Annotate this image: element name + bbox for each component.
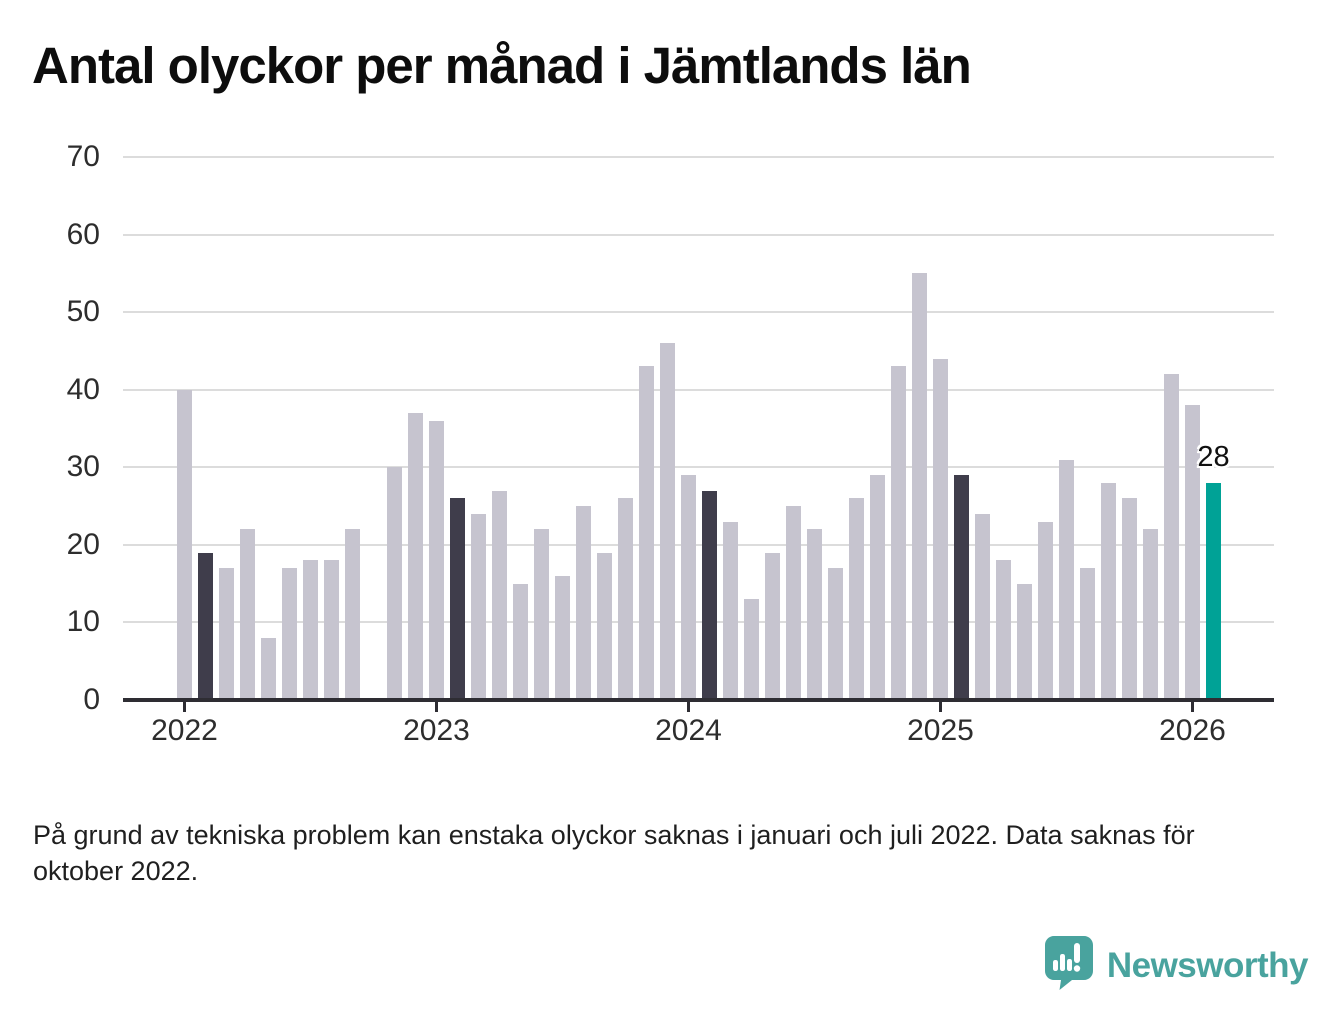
y-axis-label-30: 30 (66, 450, 100, 484)
x-axis-label-2023: 2023 (403, 714, 470, 747)
bar-2025-09 (1101, 482, 1116, 700)
bar-2023-09 (597, 552, 612, 700)
x-axis-tick-2023 (435, 700, 438, 712)
bar-2022-01 (177, 389, 192, 700)
bar-2025-05 (1017, 583, 1032, 700)
bar-2024-04 (744, 599, 759, 700)
x-axis-tick-2025 (939, 700, 942, 712)
bar-2025-10 (1122, 498, 1137, 700)
bar-2022-04 (240, 529, 255, 700)
gridline-50 (123, 311, 1274, 314)
bar-2023-06 (534, 529, 549, 700)
bar-2023-11 (639, 366, 654, 700)
bar-2023-02 (450, 498, 465, 700)
x-axis-label-2024: 2024 (655, 714, 722, 747)
x-axis-line (123, 698, 1274, 702)
newsworthy-wordmark: Newsworthy (1106, 945, 1309, 985)
bar-2024-02 (702, 490, 717, 700)
y-axis-label-20: 20 (66, 527, 100, 561)
bar-2023-12 (660, 343, 675, 700)
x-axis-label-2026: 2026 (1159, 714, 1226, 747)
bar-2022-07 (303, 560, 318, 700)
x-axis-tick-2024 (687, 700, 690, 712)
bar-2022-03 (219, 568, 234, 700)
plot-area: 2022 2023 2024 2025 2026 28 (123, 156, 1274, 747)
x-axis-label-2025: 2025 (907, 714, 974, 747)
gridline-10 (123, 621, 1274, 624)
bar-2025-04 (996, 560, 1011, 700)
bar-2025-11 (1143, 529, 1158, 700)
bar-2024-07 (807, 529, 822, 700)
y-axis-label-40: 40 (66, 372, 100, 406)
newsworthy-speech-bubble-bar-chart-icon (1044, 935, 1094, 996)
bar-2023-08 (576, 506, 591, 700)
bar-2024-06 (786, 506, 801, 700)
footnote-text: På grund av tekniska problem kan enstaka… (33, 820, 1195, 886)
bar-2024-11 (891, 366, 906, 700)
bar-2024-09 (849, 498, 864, 700)
gridline-70 (123, 156, 1274, 158)
bar-2024-03 (723, 521, 738, 700)
bar-2024-08 (828, 568, 843, 700)
bar-2026-01 (1185, 405, 1200, 700)
bar-2025-12 (1164, 374, 1179, 700)
bar-2022-06 (282, 568, 297, 700)
bar-2022-02 (198, 552, 213, 700)
y-axis-label-10: 10 (66, 605, 100, 639)
y-axis-label-0: 0 (83, 683, 100, 716)
bar-2022-09 (345, 529, 360, 700)
bar-2023-01 (429, 420, 444, 700)
gridline-40 (123, 388, 1274, 391)
page-title: Antal olyckor per månad i Jämtlands län (32, 37, 972, 94)
bar-2024-10 (870, 475, 885, 700)
bar-2022-08 (324, 560, 339, 700)
y-axis-label-70: 70 (66, 140, 100, 173)
bar-2022-12 (408, 413, 423, 700)
bar-2024-05 (765, 552, 780, 700)
gridline-60 (123, 233, 1274, 236)
gridline-20 (123, 543, 1274, 546)
bar-2024-01 (681, 475, 696, 700)
newsworthy-branding: Newsworthy (1044, 935, 1309, 996)
highlight-value-label: 28 (1197, 440, 1230, 473)
bar-2023-05 (513, 583, 528, 700)
x-axis-tick-2022 (183, 700, 186, 712)
bar-2025-02 (954, 475, 969, 700)
bar-2022-11 (387, 467, 402, 700)
x-axis-label-2022: 2022 (151, 714, 218, 747)
gridline-30 (123, 466, 1274, 469)
bar-2023-10 (618, 498, 633, 700)
bar-2025-08 (1080, 568, 1095, 700)
bar-2024-12 (912, 273, 927, 700)
bar-2025-07 (1059, 459, 1074, 700)
bar-2026-02 (1206, 482, 1221, 700)
bar-2025-06 (1038, 521, 1053, 700)
bar-2023-03 (471, 513, 486, 700)
y-axis-label-60: 60 (66, 217, 100, 251)
y-axis-label-50: 50 (66, 295, 100, 329)
bar-2025-01 (933, 358, 948, 700)
x-axis-tick-2026 (1191, 700, 1194, 712)
bar-2022-05 (261, 637, 276, 700)
bar-2023-04 (492, 490, 507, 700)
bar-2025-03 (975, 513, 990, 700)
bar-2023-07 (555, 575, 570, 700)
